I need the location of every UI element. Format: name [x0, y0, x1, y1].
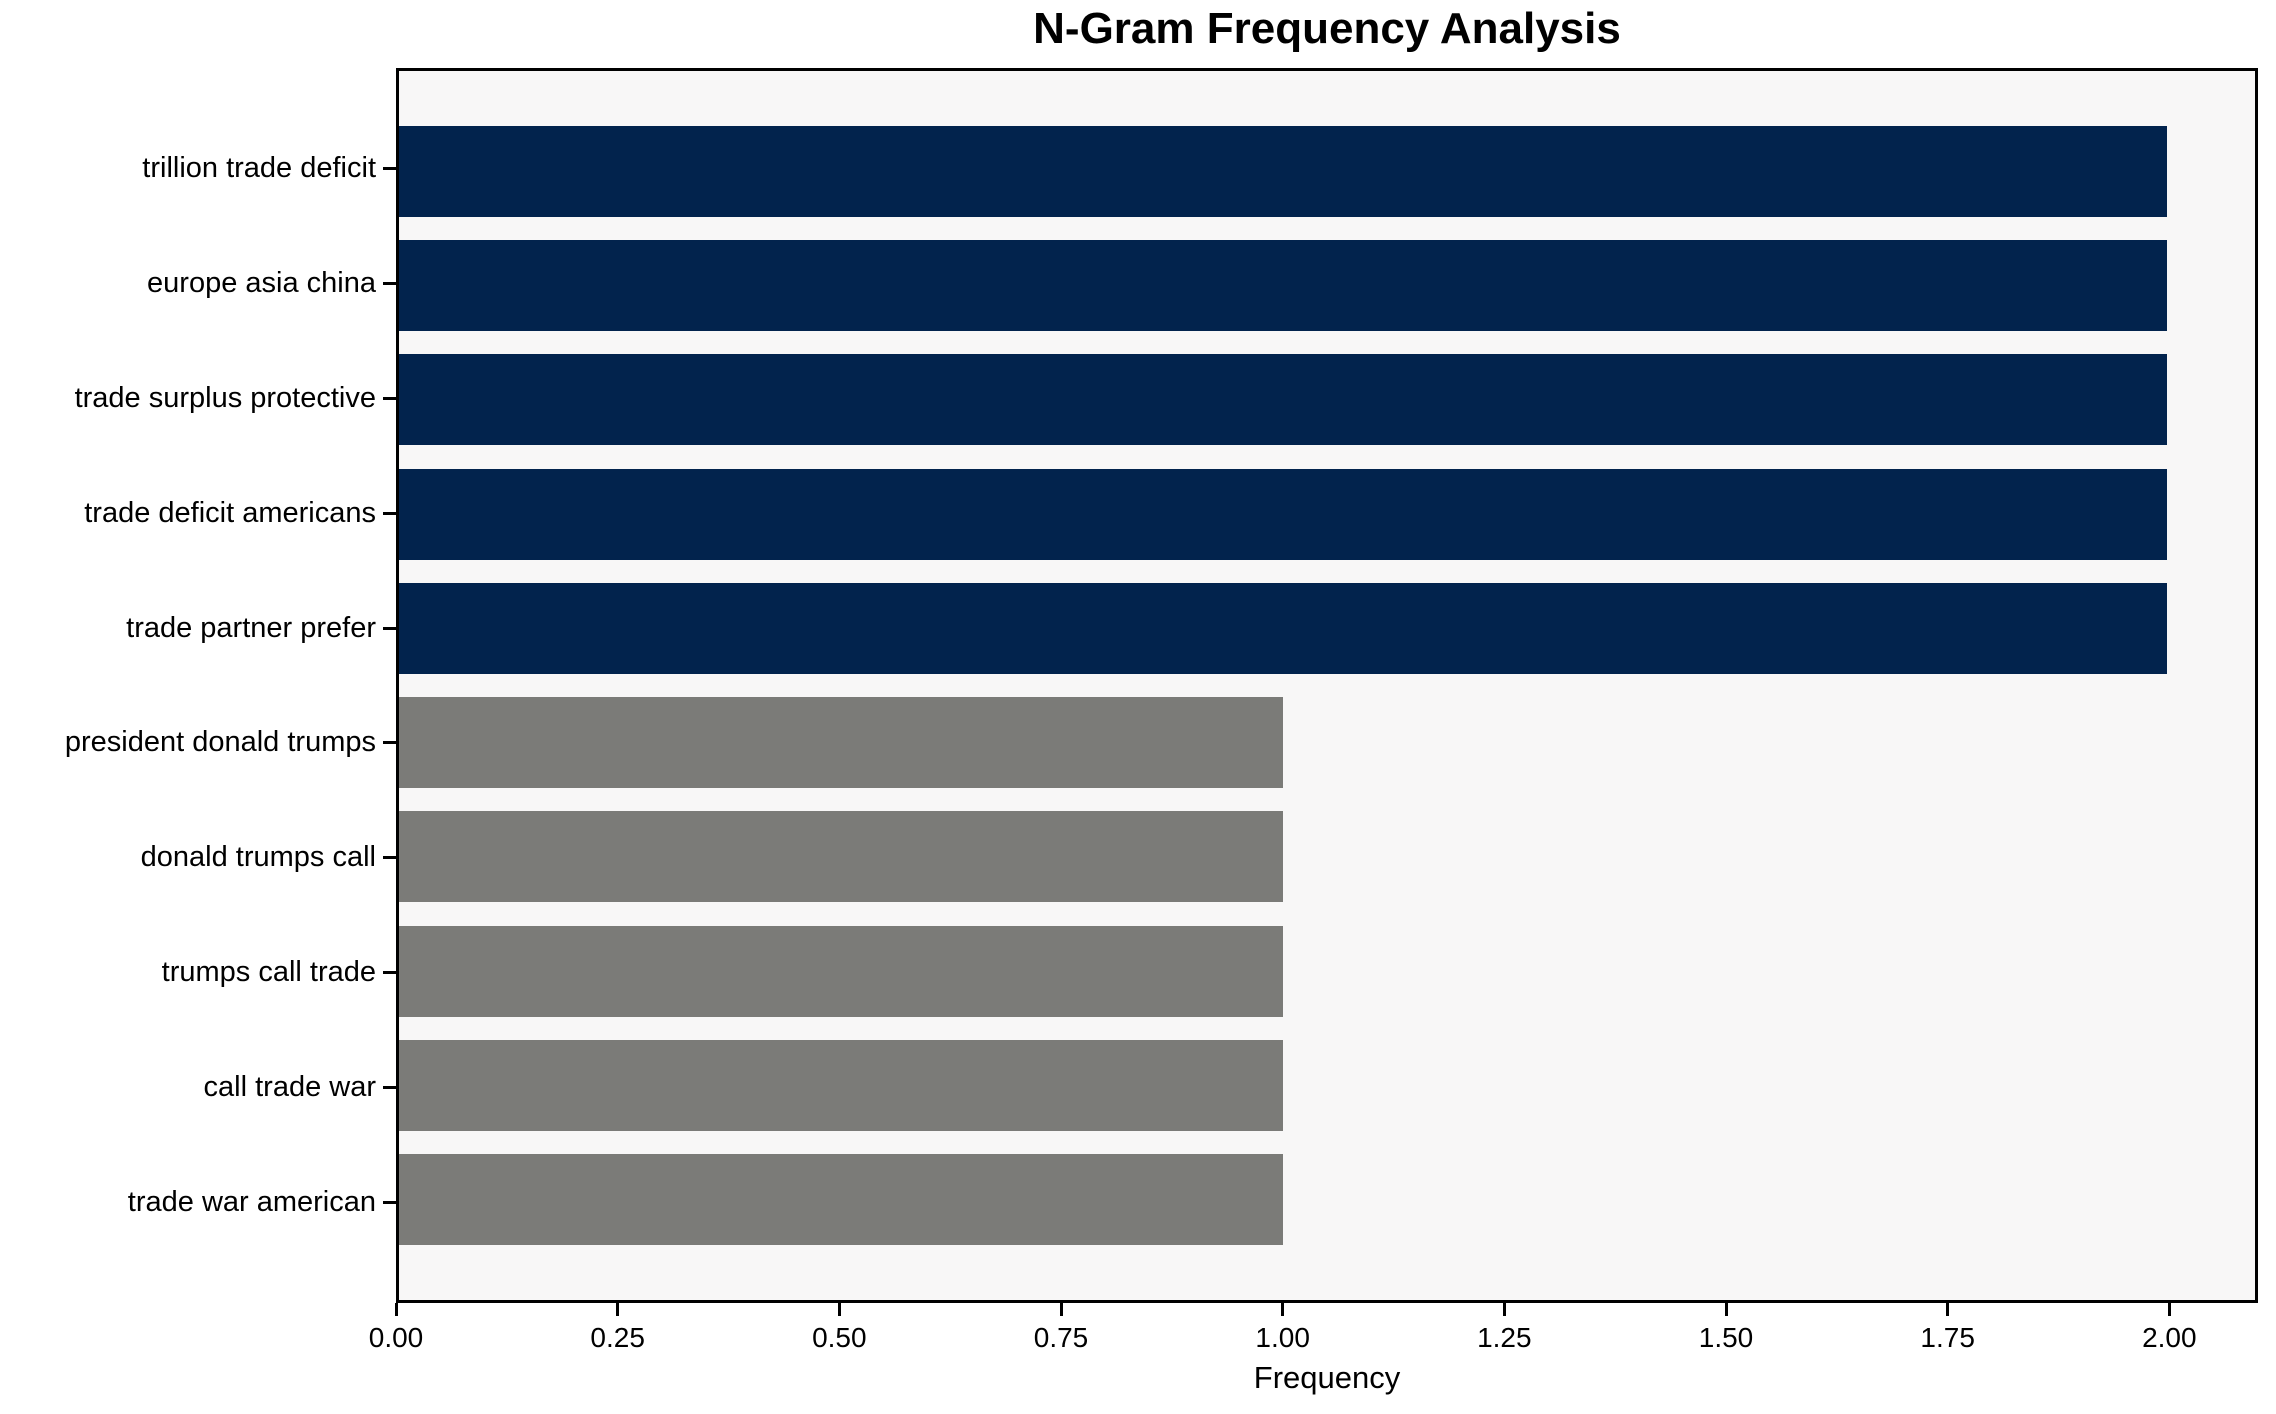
y-tick-label: donald trumps call — [140, 841, 376, 874]
y-tick-mark — [383, 396, 396, 400]
y-tick-mark — [383, 1086, 396, 1089]
x-tick-label: 0.25 — [590, 1322, 645, 1353]
x-tick-mark — [2167, 1303, 2171, 1316]
plot-area — [396, 68, 2258, 1303]
x-tick-mark — [1059, 1303, 1063, 1316]
x-tick-mark — [1502, 1303, 1506, 1316]
bar — [399, 582, 2167, 674]
bar-row — [399, 468, 2255, 560]
y-tick-mark — [383, 741, 396, 745]
bar — [399, 1039, 1283, 1131]
bars — [399, 71, 2255, 1300]
bar — [399, 354, 2167, 446]
x-tick-label: 0.75 — [1033, 1322, 1089, 1353]
y-tick: call trade war — [0, 1042, 396, 1133]
x-tick-label: 0.50 — [812, 1322, 867, 1353]
bar-row — [399, 354, 2255, 446]
y-tick: donald trumps call — [0, 812, 396, 903]
chart-title: N-Gram Frequency Analysis — [1033, 4, 1621, 53]
x-tick-label: 0.00 — [368, 1322, 424, 1353]
y-tick: trade surplus protective — [0, 353, 396, 444]
y-tick: trillion trade deficit — [0, 123, 396, 214]
x-tick-mark — [616, 1303, 620, 1316]
bar — [399, 811, 1283, 903]
bar-row — [399, 697, 2255, 789]
x-tick-mark — [1946, 1303, 1950, 1316]
bar-row — [399, 582, 2255, 674]
y-tick-mark — [383, 167, 396, 170]
x-tick-label: 1.75 — [1920, 1322, 1975, 1353]
y-tick: trade deficit americans — [0, 468, 396, 559]
y-tick-mark — [383, 626, 396, 630]
y-tick: europe asia china — [0, 238, 396, 329]
bar — [399, 468, 2167, 560]
y-tick-label: trillion trade deficit — [142, 152, 376, 184]
y-tick-label: europe asia china — [147, 266, 376, 299]
y-tick-label: call trade war — [203, 1071, 376, 1103]
y-tick-label: trade deficit americans — [84, 496, 376, 529]
y-tick-mark — [383, 511, 396, 515]
y-tick-mark — [383, 856, 396, 860]
y-tick-label: trade war american — [127, 1185, 376, 1218]
x-tick-label: 1.00 — [1255, 1322, 1310, 1353]
y-tick-mark — [383, 1200, 396, 1204]
x-tick-label: 1.25 — [1477, 1322, 1532, 1353]
bar — [399, 925, 1283, 1017]
bar-row — [399, 811, 2255, 903]
bar-row — [399, 126, 2255, 217]
y-tick: president donald trumps — [0, 697, 396, 788]
bar — [399, 1153, 1283, 1245]
y-tick: trade war american — [0, 1157, 396, 1248]
y-tick-mark — [383, 971, 396, 975]
bar — [399, 126, 2167, 217]
x-tick-mark — [1724, 1303, 1728, 1316]
y-tick-label: trade partner prefer — [126, 611, 376, 644]
bar-row — [399, 1039, 2255, 1131]
y-tick-label: president donald trumps — [64, 726, 376, 759]
x-tick-label: 1.50 — [1698, 1322, 1754, 1353]
y-tick: trumps call trade — [0, 927, 396, 1018]
y-tick-mark — [383, 281, 396, 285]
bar-row — [399, 240, 2255, 332]
y-axis: trillion trade deficit europe asia china t… — [0, 68, 396, 1303]
y-tick: trade partner prefer — [0, 583, 396, 674]
x-tick-label: 2.00 — [2142, 1322, 2197, 1353]
bar — [399, 697, 1283, 789]
x-tick-mark — [394, 1303, 398, 1316]
y-tick-label: trade surplus protective — [74, 381, 376, 414]
x-axis-label: Frequency — [1253, 1360, 1401, 1395]
x-tick-mark — [1281, 1303, 1285, 1316]
x-tick-mark — [837, 1303, 841, 1316]
bar — [399, 240, 2167, 332]
y-tick-label: trumps call trade — [161, 956, 376, 989]
bar-row — [399, 1153, 2255, 1245]
bar-row — [399, 925, 2255, 1017]
